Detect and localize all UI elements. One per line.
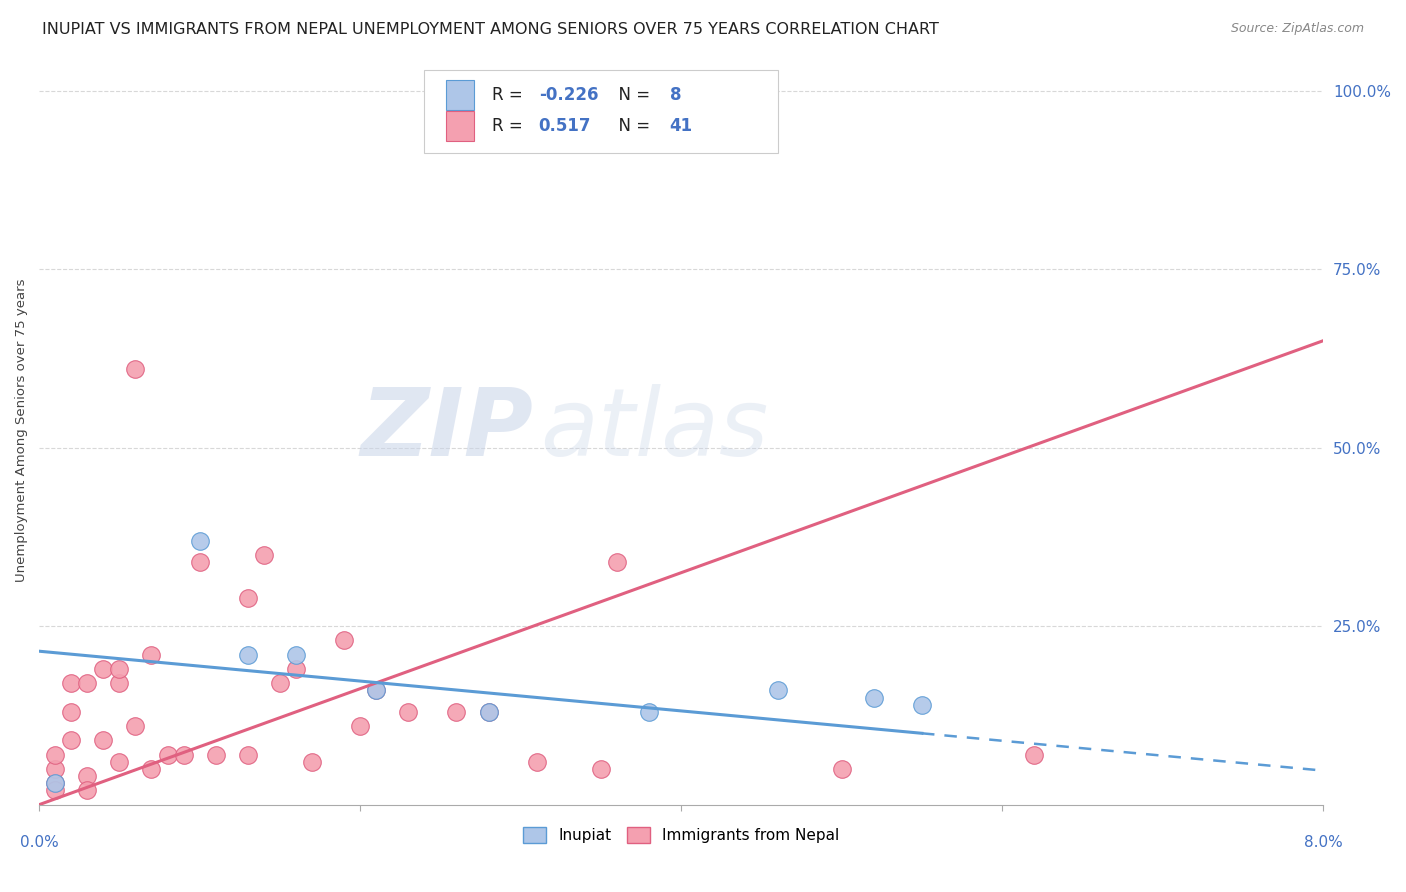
Point [301,755,323,769]
Point [366,683,388,698]
Text: atlas: atlas [540,384,768,475]
Point [366,683,388,698]
Point [108,662,131,676]
FancyBboxPatch shape [425,70,778,153]
Point [253,548,276,562]
Point [44,747,66,762]
Point [236,747,259,762]
Point [477,705,499,719]
Point [44,762,66,776]
Point [446,705,468,719]
Point [638,705,661,719]
Point [108,676,131,690]
Text: R =: R = [492,86,529,103]
Point [606,555,628,569]
Point [1024,747,1046,762]
Point [91,733,114,747]
Point [269,676,291,690]
Text: R =: R = [492,118,534,136]
Text: N =: N = [607,86,655,103]
Text: 8.0%: 8.0% [1303,835,1343,850]
Text: Source: ZipAtlas.com: Source: ZipAtlas.com [1230,22,1364,36]
Point [589,762,612,776]
Point [188,555,211,569]
Text: INUPIAT VS IMMIGRANTS FROM NEPAL UNEMPLOYMENT AMONG SENIORS OVER 75 YEARS CORREL: INUPIAT VS IMMIGRANTS FROM NEPAL UNEMPLO… [42,22,939,37]
Text: 41: 41 [669,118,693,136]
Point [141,762,163,776]
Point [236,591,259,605]
FancyBboxPatch shape [446,80,474,110]
Point [60,733,83,747]
Point [284,648,307,662]
Point [76,783,98,797]
Point [333,633,356,648]
Point [349,719,371,733]
Point [60,676,83,690]
Point [429,112,451,127]
Point [108,755,131,769]
Point [236,648,259,662]
FancyBboxPatch shape [446,112,474,141]
Point [76,769,98,783]
Point [862,690,884,705]
Point [911,698,934,712]
Point [124,719,146,733]
Text: ZIP: ZIP [361,384,533,476]
Text: 0.517: 0.517 [538,118,591,136]
Point [76,676,98,690]
Point [141,648,163,662]
Point [766,683,789,698]
Point [477,705,499,719]
Point [156,747,179,762]
Text: N =: N = [607,118,655,136]
Point [204,747,226,762]
Point [124,362,146,376]
Point [91,662,114,676]
Legend: Inupiat, Immigrants from Nepal: Inupiat, Immigrants from Nepal [517,822,845,849]
Point [173,747,195,762]
Text: 8: 8 [669,86,681,103]
Point [44,776,66,790]
Y-axis label: Unemployment Among Seniors over 75 years: Unemployment Among Seniors over 75 years [15,278,28,582]
Point [44,776,66,790]
Point [526,755,548,769]
Point [60,705,83,719]
Text: 0.0%: 0.0% [20,835,59,850]
Point [284,662,307,676]
Point [44,783,66,797]
Point [396,705,419,719]
Text: -0.226: -0.226 [538,86,598,103]
Point [188,533,211,548]
Point [831,762,853,776]
